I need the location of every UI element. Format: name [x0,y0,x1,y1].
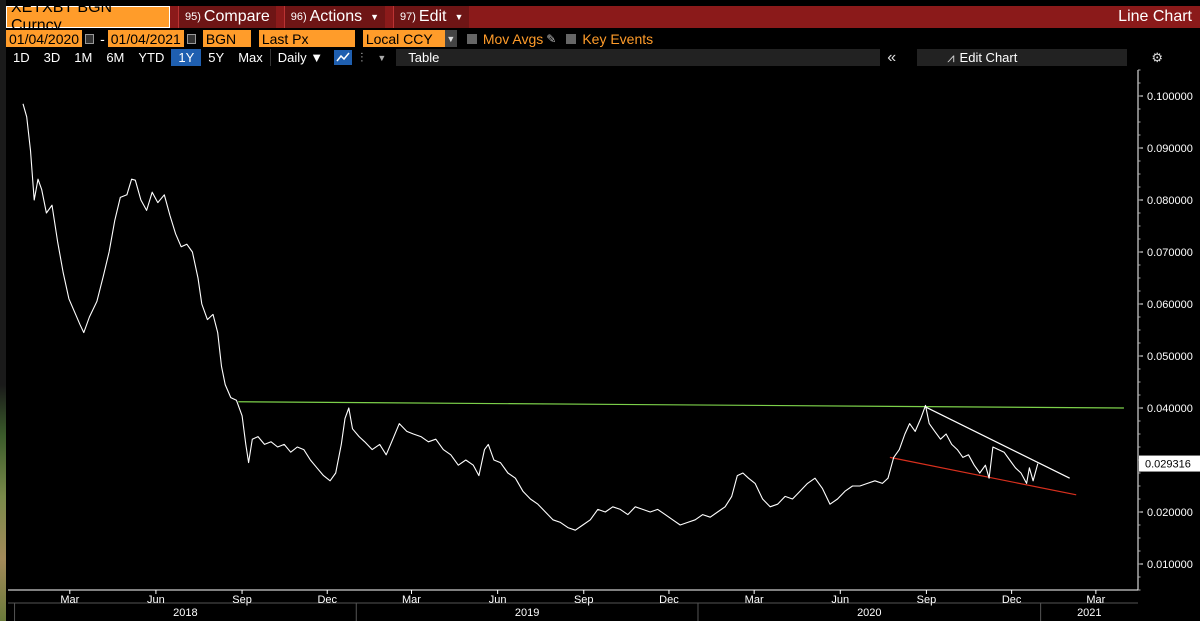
table-button[interactable]: Table [396,49,501,66]
y-tick-label: 0.100000 [1147,91,1193,103]
bar-chart-icon[interactable]: ⫶ [360,49,364,65]
caret-down-icon: ▼ [370,12,380,22]
table-label: Table [408,50,440,65]
mov-avgs-checkbox[interactable] [466,33,477,44]
currency-selector[interactable]: Local CCY [362,30,445,47]
end-date-field[interactable]: 01/04/2021 [107,30,184,47]
x-tick-label: Dec [1002,594,1022,606]
year-label: 2021 [1077,607,1101,619]
compare-button[interactable]: 95) Compare [178,6,276,28]
support-trendline [889,456,1077,496]
y-tick-label: 0.070000 [1147,247,1193,259]
x-tick-label: Dec [659,594,679,606]
period-5y[interactable]: 5Y [208,50,225,65]
period-1m[interactable]: 1M [74,50,93,65]
edit-label: Edit [418,8,447,25]
key-events-label: Key Events [582,30,654,47]
period-ytd[interactable]: YTD [138,50,165,65]
toolbar-spacer [500,49,881,66]
mov-avgs-label: Mov Avgs [482,30,544,47]
calendar-icon[interactable] [85,33,95,44]
x-tick-label: Mar [1086,594,1105,606]
period-1y[interactable]: 1Y [171,49,202,66]
key-events-checkbox[interactable] [566,33,577,44]
chevron-down-icon[interactable]: ▼ [377,52,387,63]
page-title: Line Chart [1118,8,1192,25]
resistance-trendline [238,401,1124,409]
x-tick-label: Mar [60,594,79,606]
price-series-line [22,103,1039,531]
x-tick-label: Sep [917,594,937,606]
toolbar: 1D 3D 1M 6M YTD 1Y 5Y Max Daily ▼ ⫶ ▼ Ta… [6,49,1200,66]
gear-icon[interactable]: ⚙ [1151,49,1163,65]
pencil-icon[interactable]: ✎ [546,31,557,46]
upper-wedge-trendline [925,406,1070,479]
period-3d[interactable]: 3D [43,50,61,65]
y-tick-label: 0.090000 [1147,143,1193,155]
period-6m[interactable]: 6M [106,50,125,65]
x-tick-label: Dec [317,594,337,606]
x-tick-label: Mar [402,594,421,606]
actions-menu[interactable]: 96) Actions ▼ [283,6,386,28]
divider [269,49,271,66]
period-max[interactable]: Max [238,50,263,65]
year-label: 2019 [515,607,539,619]
collapse-icon[interactable]: « [887,48,897,66]
y-tick-label: 0.080000 [1147,195,1193,207]
x-tick-label: Jun [147,594,165,606]
x-tick-label: Mar [745,594,764,606]
compare-number: 95) [185,11,201,23]
x-tick-label: Sep [232,594,252,606]
date-controls-bar: 01/04/2020 - 01/04/2021 BGN Last Px Loca… [6,29,1200,48]
year-label: 2020 [857,607,881,619]
year-label: 2018 [173,607,197,619]
edit-chart-label: Edit Chart [959,50,1018,65]
mountain-chart-icon: ⩘ [947,49,955,65]
toolbar-spacer [1077,49,1128,66]
edit-menu[interactable]: 97) Edit ▼ [393,6,470,28]
field-selector[interactable]: Last Px [258,30,355,47]
line-chart-icon[interactable] [334,50,353,65]
left-decorative-strip [0,0,6,621]
y-tick-label: 0.050000 [1147,351,1193,363]
actions-number: 96) [290,11,307,23]
y-tick-label: 0.060000 [1147,299,1193,311]
y-tick-label: 0.010000 [1147,559,1193,571]
compare-label: Compare [203,8,270,25]
actions-label: Actions [309,8,363,25]
x-tick-label: Sep [574,594,594,606]
date-separator: - [100,30,105,47]
calendar-icon[interactable] [186,33,196,44]
x-tick-label: Jun [831,594,849,606]
frequency-selector[interactable]: Daily ▼ [277,50,324,65]
header-bar: XETXBT BGN Curncy 95) Compare 96) Action… [6,0,1200,34]
edit-number: 97) [400,11,416,23]
last-value-badge [1139,455,1200,472]
caret-down-icon: ▼ [454,12,464,22]
y-tick-label: 0.040000 [1147,403,1193,415]
source-field[interactable]: BGN [202,30,251,47]
period-1d[interactable]: 1D [13,50,30,65]
x-tick-label: Jun [489,594,507,606]
chevron-down-icon[interactable]: ▼ [444,30,457,47]
last-value-label: 0.029316 [1145,459,1191,471]
y-tick-label: 0.020000 [1147,507,1193,519]
edit-chart-button[interactable]: ⩘ Edit Chart [917,49,1078,66]
start-date-field[interactable]: 01/04/2020 [6,30,83,47]
